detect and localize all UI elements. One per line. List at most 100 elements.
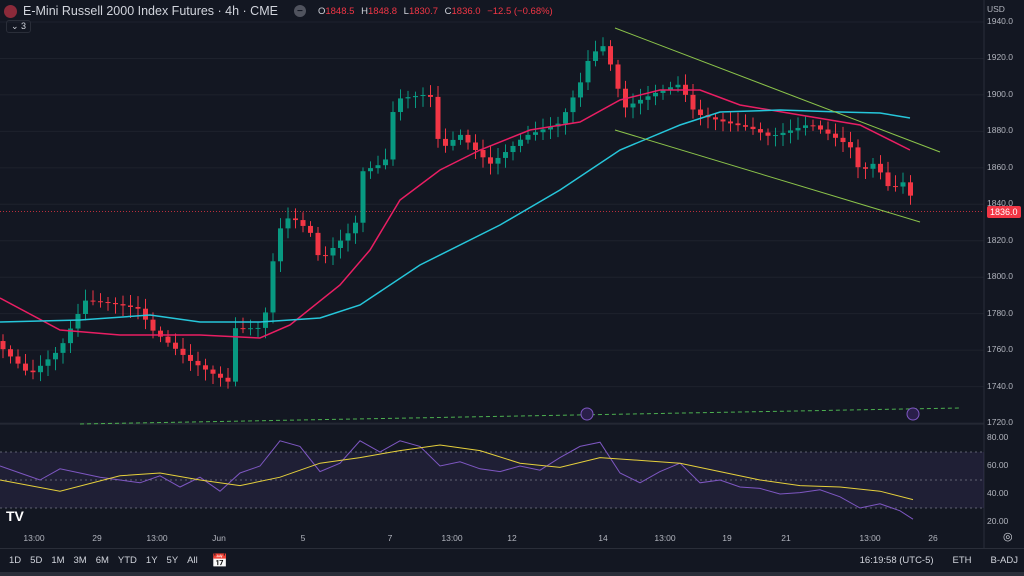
currency-label[interactable]: USD [987,4,1005,14]
time-label: 12 [507,533,517,543]
candle-body [720,119,726,122]
date-range-icon[interactable]: 📅 [211,552,228,568]
collapse-icon[interactable]: − [293,5,306,17]
rsi-label: 80.00 [987,432,1009,442]
candle-body [315,232,321,256]
range-button-5d[interactable]: 5D [30,555,43,566]
candle-body [578,82,583,98]
time-label: 5 [300,533,306,543]
candle-body [518,139,523,146]
price-label: 1720.0 [987,417,1013,428]
candle-body [645,96,651,100]
candle-body [653,92,658,97]
candle-body [188,354,193,361]
candle-body [908,182,913,196]
candle-body [330,247,336,256]
time-label: 21 [781,533,791,543]
range-button-all[interactable]: All [187,555,198,566]
candle-body [23,363,28,371]
candle-body [735,123,741,126]
candle-body [570,97,576,113]
candle-body [165,336,171,343]
time-label: 26 [928,533,938,543]
candle-body [8,349,13,357]
rsi-line [0,440,914,520]
session-toggle[interactable]: ETH [952,555,972,566]
candle-body [825,129,831,134]
price-label: 1800.0 [987,271,1013,282]
candle-body [323,255,328,257]
range-button-3m[interactable]: 3M [73,555,87,566]
price-label: 1880.0 [987,125,1013,136]
settings-icon[interactable]: ◎ [1003,531,1013,543]
candle-body [795,127,801,131]
candle-body [60,343,66,353]
trend-channel-lower [614,129,921,223]
candle-body [443,138,448,146]
candle-body [233,328,238,382]
candle-body [480,149,486,158]
range-button-ytd[interactable]: YTD [117,555,137,566]
candle-body [525,134,531,140]
candle-body [293,218,298,221]
candle-body [180,348,186,355]
candle-body [863,167,868,169]
candle-body [668,87,673,90]
candle-body [270,261,276,313]
candle-body [840,137,846,143]
candle-body [675,84,681,88]
rsi-ma-line [0,444,914,501]
clock[interactable]: 16:19:58 (UTC-5) [859,555,934,566]
range-button-5y[interactable]: 5Y [166,555,179,566]
candle-body [53,352,58,360]
range-button-6m[interactable]: 6M [95,555,109,566]
symbol-logo [4,4,17,18]
candle-body [353,222,358,234]
candle-body [488,157,493,164]
rsi-label: 60.00 [987,460,1009,470]
candle-body [540,129,546,133]
candle-body [885,172,891,187]
candle-body [465,134,471,143]
price-label: 1760.0 [987,344,1013,355]
candle-body [503,152,508,158]
candle-body [0,341,6,350]
candle-body [98,301,103,303]
indicators-toggle[interactable]: ⌄ 3 [6,20,32,33]
time-label: 13:00 [654,533,676,543]
candle-body [420,94,426,97]
range-button-1y[interactable]: 1Y [145,555,158,566]
price-label: 1820.0 [987,234,1013,245]
event-marker-icon [906,407,920,421]
candle-body [600,46,606,52]
candle-body [405,97,411,99]
candle-body [593,51,598,61]
candle-body [150,319,156,331]
candle-body [773,135,778,137]
adjust-toggle[interactable]: B-ADJ [990,555,1018,566]
candle-body [833,133,838,138]
candle-body [413,96,418,98]
moving-average-fast [0,89,911,339]
candle-body [533,132,538,135]
candle-body [900,182,906,187]
candle-body [435,96,441,139]
symbol-title[interactable]: E-Mini Russell 2000 Index Futures · 4h ·… [23,4,278,18]
bottom-panel-edge [0,572,1024,576]
candle-body [68,328,73,344]
candle-body [195,360,201,366]
candle-body [360,171,366,223]
candle-body [45,359,51,366]
last-price-tag: 1836.0 [987,206,1021,218]
time-label: 13:00 [146,533,168,543]
candle-body [113,302,118,305]
range-button-1d[interactable]: 1D [9,555,22,566]
range-button-1m[interactable]: 1M [51,555,65,566]
time-label: Jun [212,533,226,543]
candle-body [83,300,88,315]
candle-body [728,121,733,124]
candle-body [713,117,718,120]
tradingview-logo[interactable]: TV [6,508,24,524]
candle-body [638,99,643,104]
